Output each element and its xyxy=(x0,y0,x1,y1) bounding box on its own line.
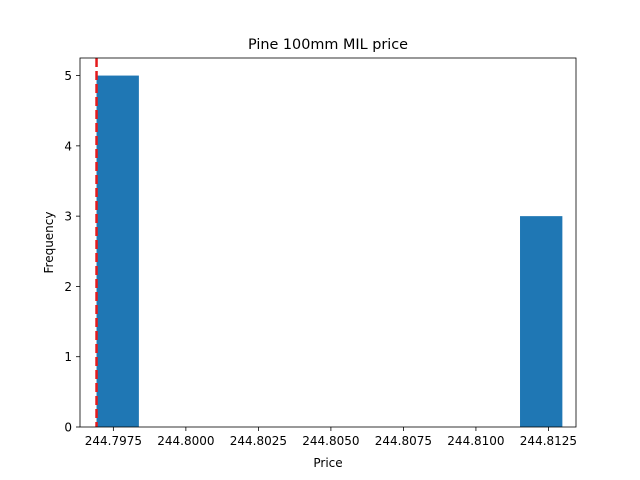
x-tick-label: 244.8100 xyxy=(447,434,504,448)
y-tick-label: 0 xyxy=(64,421,72,435)
histogram-bar xyxy=(520,216,563,427)
y-tick-label: 3 xyxy=(64,210,72,224)
y-tick-label: 2 xyxy=(64,280,72,294)
histogram-bar xyxy=(96,75,139,428)
x-tick-label: 244.8125 xyxy=(520,434,577,448)
chart-title: Pine 100mm MIL price xyxy=(248,37,408,53)
x-tick-label: 244.8000 xyxy=(157,434,214,448)
y-tick-label: 1 xyxy=(64,350,72,364)
x-tick-label: 244.8050 xyxy=(302,434,359,448)
y-axis-label: Frequency xyxy=(42,212,56,274)
y-tick-label: 5 xyxy=(64,69,72,83)
x-axis-label: Price xyxy=(313,456,342,470)
x-tick-label: 244.8075 xyxy=(375,434,432,448)
x-tick-label: 244.8025 xyxy=(230,434,287,448)
x-ticks-layer: 244.7975 244.8000 244.8025 244.8050 244.8075… xyxy=(85,427,577,448)
y-tick-label: 4 xyxy=(64,139,72,153)
bars-layer xyxy=(96,75,563,428)
x-tick-label: 244.7975 xyxy=(85,434,142,448)
axes-frame xyxy=(79,57,577,428)
y-ticks-layer: 0 1 2 3 4 5 xyxy=(64,69,80,435)
